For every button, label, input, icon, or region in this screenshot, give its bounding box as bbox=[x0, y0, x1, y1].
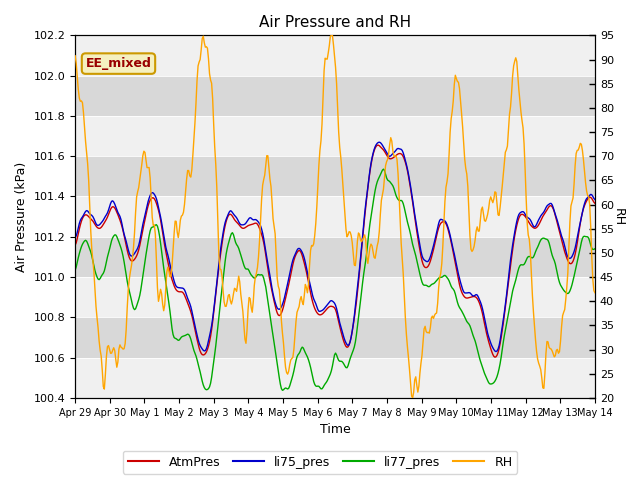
Bar bbox=[75, 76, 595, 116]
Y-axis label: RH: RH bbox=[612, 207, 625, 226]
Bar bbox=[75, 196, 595, 237]
X-axis label: Time: Time bbox=[319, 423, 351, 436]
Bar bbox=[75, 116, 595, 156]
Y-axis label: Air Pressure (kPa): Air Pressure (kPa) bbox=[15, 161, 28, 272]
Bar bbox=[75, 237, 595, 277]
Legend: AtmPres, li75_pres, li77_pres, RH: AtmPres, li75_pres, li77_pres, RH bbox=[123, 451, 517, 474]
Bar bbox=[75, 358, 595, 398]
Title: Air Pressure and RH: Air Pressure and RH bbox=[259, 15, 411, 30]
Bar bbox=[75, 277, 595, 317]
Bar bbox=[75, 36, 595, 76]
Text: EE_mixed: EE_mixed bbox=[86, 57, 152, 70]
Bar bbox=[75, 156, 595, 196]
Bar bbox=[75, 317, 595, 358]
